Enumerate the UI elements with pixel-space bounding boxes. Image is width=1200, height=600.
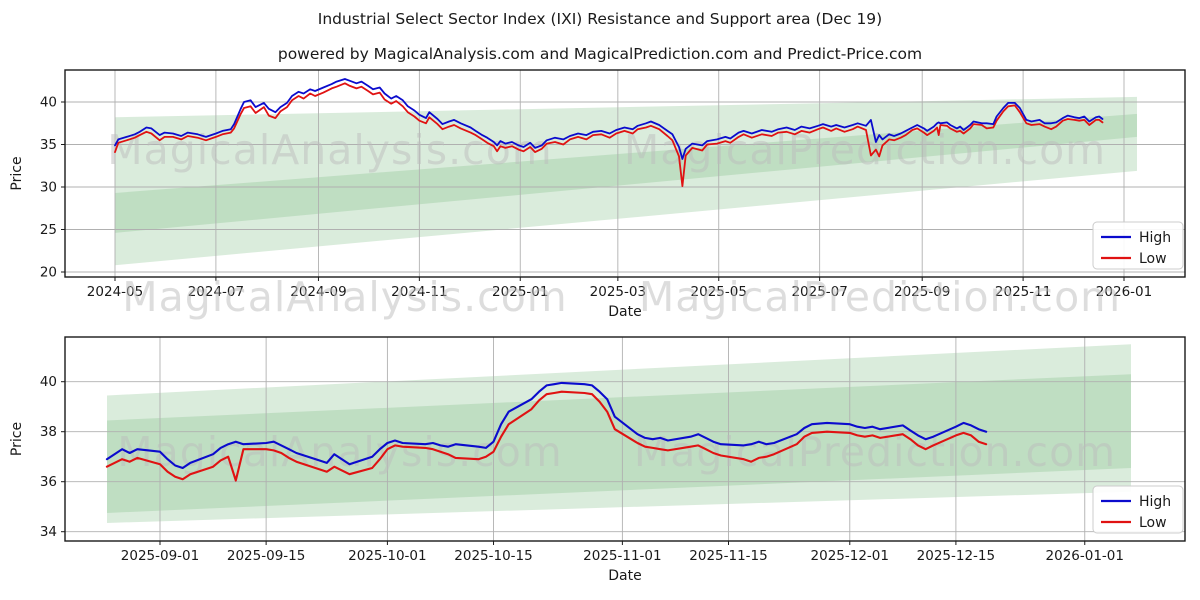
y-tick-label: 35 (40, 137, 57, 153)
bottom-chart-grid: 2025-09-01 2025-09-15 2025-10-01 2025-10-15… (40, 337, 1185, 564)
watermark-text: MagicalPrediction.com (639, 273, 1121, 321)
bottom-chart-series (105, 381, 988, 482)
x-tick-label: 2025-12-01 (811, 548, 889, 564)
x-tick-label: 2025-01 (492, 284, 548, 300)
x-tick-label: 2025-12-15 (917, 548, 995, 564)
watermark-layer: MagicalAnalysis.com MagicalPrediction.com… (107, 126, 1121, 476)
support-resistance-band (115, 113, 1137, 233)
x-tick-label: 2025-07 (791, 284, 847, 300)
top-chart-bands (115, 96, 1137, 266)
x-tick-label: 2025-11-01 (583, 548, 661, 564)
x-tick-label: 2025-11 (995, 284, 1051, 300)
x-tick-label: 2025-10-01 (348, 548, 426, 564)
watermark-text: MagicalAnalysis.com (107, 126, 553, 174)
y-tick-label: 30 (40, 180, 57, 196)
top-x-axis-label: Date (608, 304, 641, 320)
page-title: Industrial Select Sector Index (IXI) Res… (318, 10, 882, 28)
watermark-text: MagicalPrediction.com (624, 126, 1106, 174)
y-tick-label: 20 (40, 265, 57, 281)
plot-border (64, 336, 1186, 542)
bottom-chart-bands (107, 344, 1131, 523)
y-tick-label: 40 (40, 374, 57, 390)
x-tick-label: 2026-01 (1096, 284, 1152, 300)
y-tick-label: 34 (40, 524, 57, 540)
watermark-text: MagicalAnalysis.com (122, 273, 568, 321)
bottom-chart-frame: High Low (64, 336, 1186, 542)
x-tick-label: 2025-09 (894, 284, 950, 300)
page-subtitle: powered by MagicalAnalysis.com and Magic… (278, 45, 922, 63)
x-tick-label: 2025-11-15 (689, 548, 767, 564)
x-tick-label: 2025-09-01 (121, 548, 199, 564)
x-tick-label: 2024-09 (290, 284, 346, 300)
y-tick-label: 40 (40, 95, 57, 111)
low-line (105, 390, 988, 482)
support-resistance-band (107, 374, 1131, 513)
top-chart-grid: 2024-05 2024-07 2024-09 2024-11 2025-01 2025-… (40, 70, 1185, 300)
y-tick-label: 36 (40, 474, 57, 490)
y-tick-label: 38 (40, 424, 57, 440)
x-tick-label: 2026-01-01 (1046, 548, 1124, 564)
x-tick-label: 2024-07 (188, 284, 244, 300)
plot-border (64, 69, 1186, 278)
high-line (114, 78, 1104, 160)
low-line (114, 82, 1104, 188)
legend-label: Low (1139, 251, 1167, 267)
top-chart-frame: High Low (64, 69, 1186, 278)
legend-label: High (1139, 494, 1171, 510)
x-tick-label: 2025-05 (691, 284, 747, 300)
support-resistance-band (107, 344, 1131, 523)
watermark-text: MagicalAnalysis.com (117, 428, 563, 476)
bottom-y-axis-label: Price (9, 422, 25, 456)
high-line (105, 381, 988, 470)
x-tick-label: 2025-09-15 (227, 548, 305, 564)
x-tick-label: 2025-10-15 (454, 548, 532, 564)
top-y-axis-label: Price (9, 156, 25, 190)
legend-label: High (1139, 230, 1171, 246)
y-tick-label: 25 (40, 222, 57, 238)
legend-label: Low (1139, 515, 1167, 531)
x-tick-label: 2024-05 (87, 284, 143, 300)
top-chart-series (114, 78, 1104, 188)
bottom-x-axis-label: Date (608, 568, 641, 584)
x-tick-label: 2024-11 (391, 284, 447, 300)
x-tick-label: 2025-03 (590, 284, 646, 300)
